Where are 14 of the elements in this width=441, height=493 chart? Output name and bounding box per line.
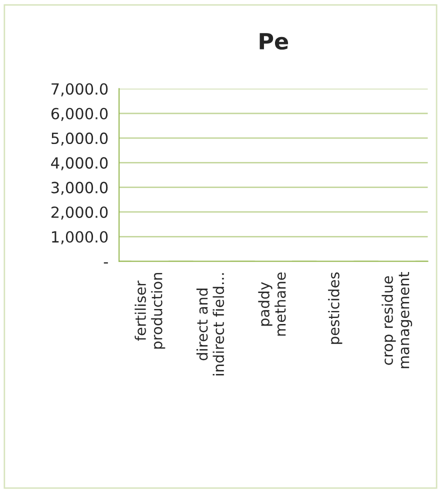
x-tick-label: direct and indirect field...	[196, 273, 224, 376]
x-tick-label: pesticides	[328, 272, 342, 344]
y-tick-label: 1,000.0	[52, 231, 108, 244]
y-tick-label: 7,000.0	[52, 83, 108, 96]
y-tick-label: -	[104, 262, 108, 264]
x-tick-label: paddy methane	[258, 272, 286, 336]
x-tick-label: crop residue management	[382, 272, 412, 368]
x-tick-label: fertiliser production	[134, 272, 166, 349]
y-tick-label: 2,000.0	[51, 206, 108, 220]
y-tick-label: 5,000.0	[52, 132, 108, 146]
y-tick-label: 4,000.0	[51, 157, 108, 170]
y-tick-label: 3,000.0	[52, 182, 108, 195]
y-tick-label: 6,000.0	[51, 108, 108, 121]
chart-title: Pe	[260, 33, 288, 50]
